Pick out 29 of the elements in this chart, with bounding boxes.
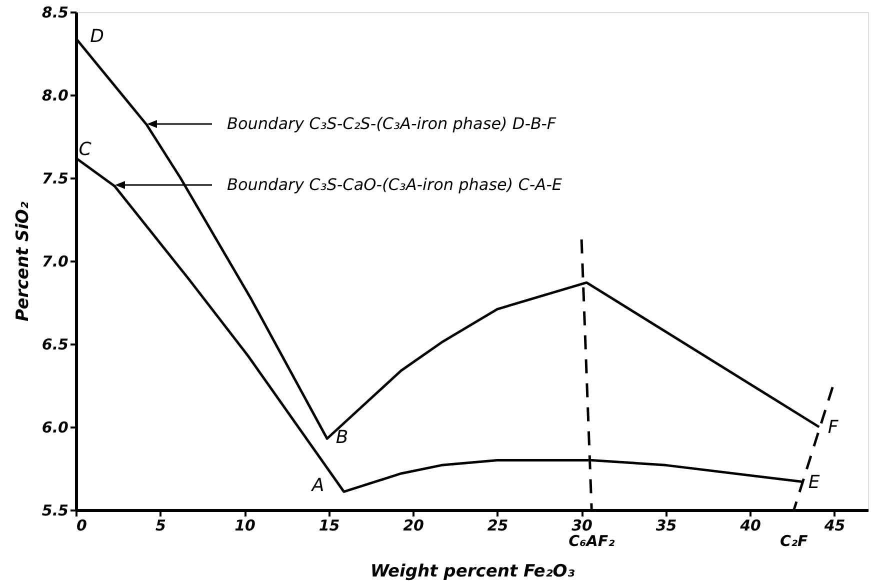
- annotation: C₆AF₂: [568, 532, 616, 550]
- x-axis-title: Weight percent Fe₂O₃: [370, 562, 576, 582]
- y-tick-label: 7.5: [42, 170, 68, 188]
- x-tick-label: 25: [487, 516, 508, 534]
- x-tick-label: 45: [823, 516, 846, 534]
- x-tick-label: 10: [234, 516, 256, 534]
- x-tick-label: 35: [656, 516, 677, 534]
- annotation: E: [808, 472, 820, 493]
- x-tick-label: 30: [572, 516, 592, 534]
- y-tick-label: 6.5: [42, 336, 68, 354]
- y-tick-label: 6.0: [42, 418, 68, 436]
- annotation: Boundary C₃S-CaO-(C₃A-iron phase) C-A-E: [227, 175, 563, 194]
- annotation: C₂F: [780, 532, 809, 550]
- annotation: B: [336, 427, 348, 448]
- annotation: F: [828, 417, 839, 438]
- y-tick-label: 7.0: [42, 252, 68, 270]
- x-tick-label: 15: [318, 516, 340, 534]
- y-tick-label: 8.0: [42, 86, 68, 104]
- y-axis-title: Percent SiO₂: [12, 201, 33, 322]
- y-tick-label: 8.5: [42, 4, 68, 22]
- annotation: Boundary C₃S-C₂S-(C₃A-iron phase) D-B-F: [227, 114, 557, 133]
- x-tick-label: 40: [739, 516, 761, 534]
- annotation: C: [78, 139, 92, 160]
- x-tick-label: 20: [403, 516, 424, 534]
- y-tick-label: 5.5: [42, 502, 68, 520]
- annotation: A: [310, 475, 324, 496]
- annotation: D: [90, 26, 104, 47]
- x-tick-label: 0: [76, 516, 87, 534]
- x-tick-label: 5: [156, 516, 166, 534]
